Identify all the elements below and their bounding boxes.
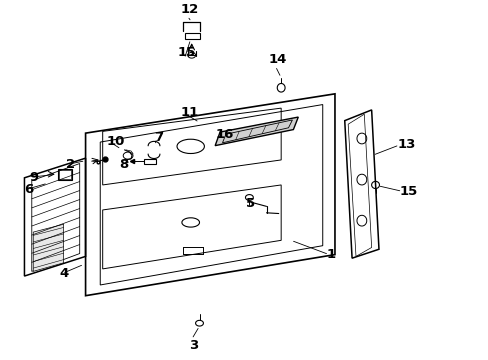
Text: 5: 5 (246, 197, 255, 210)
Text: 16: 16 (215, 128, 233, 141)
Text: 2: 2 (66, 158, 75, 171)
Text: 3: 3 (189, 339, 198, 352)
Text: 15: 15 (177, 46, 196, 59)
Text: 4: 4 (60, 267, 69, 280)
Text: 9: 9 (29, 171, 39, 184)
Text: 14: 14 (268, 53, 286, 66)
Polygon shape (33, 224, 63, 271)
Text: 11: 11 (181, 106, 199, 119)
Polygon shape (215, 117, 298, 146)
Text: 10: 10 (106, 135, 125, 148)
Text: 1: 1 (326, 248, 335, 261)
Text: 6: 6 (24, 183, 34, 196)
Text: 13: 13 (396, 139, 415, 152)
Text: 8: 8 (119, 158, 128, 171)
Text: 7: 7 (154, 131, 163, 144)
Text: 15: 15 (399, 185, 417, 198)
Text: 12: 12 (180, 3, 199, 16)
